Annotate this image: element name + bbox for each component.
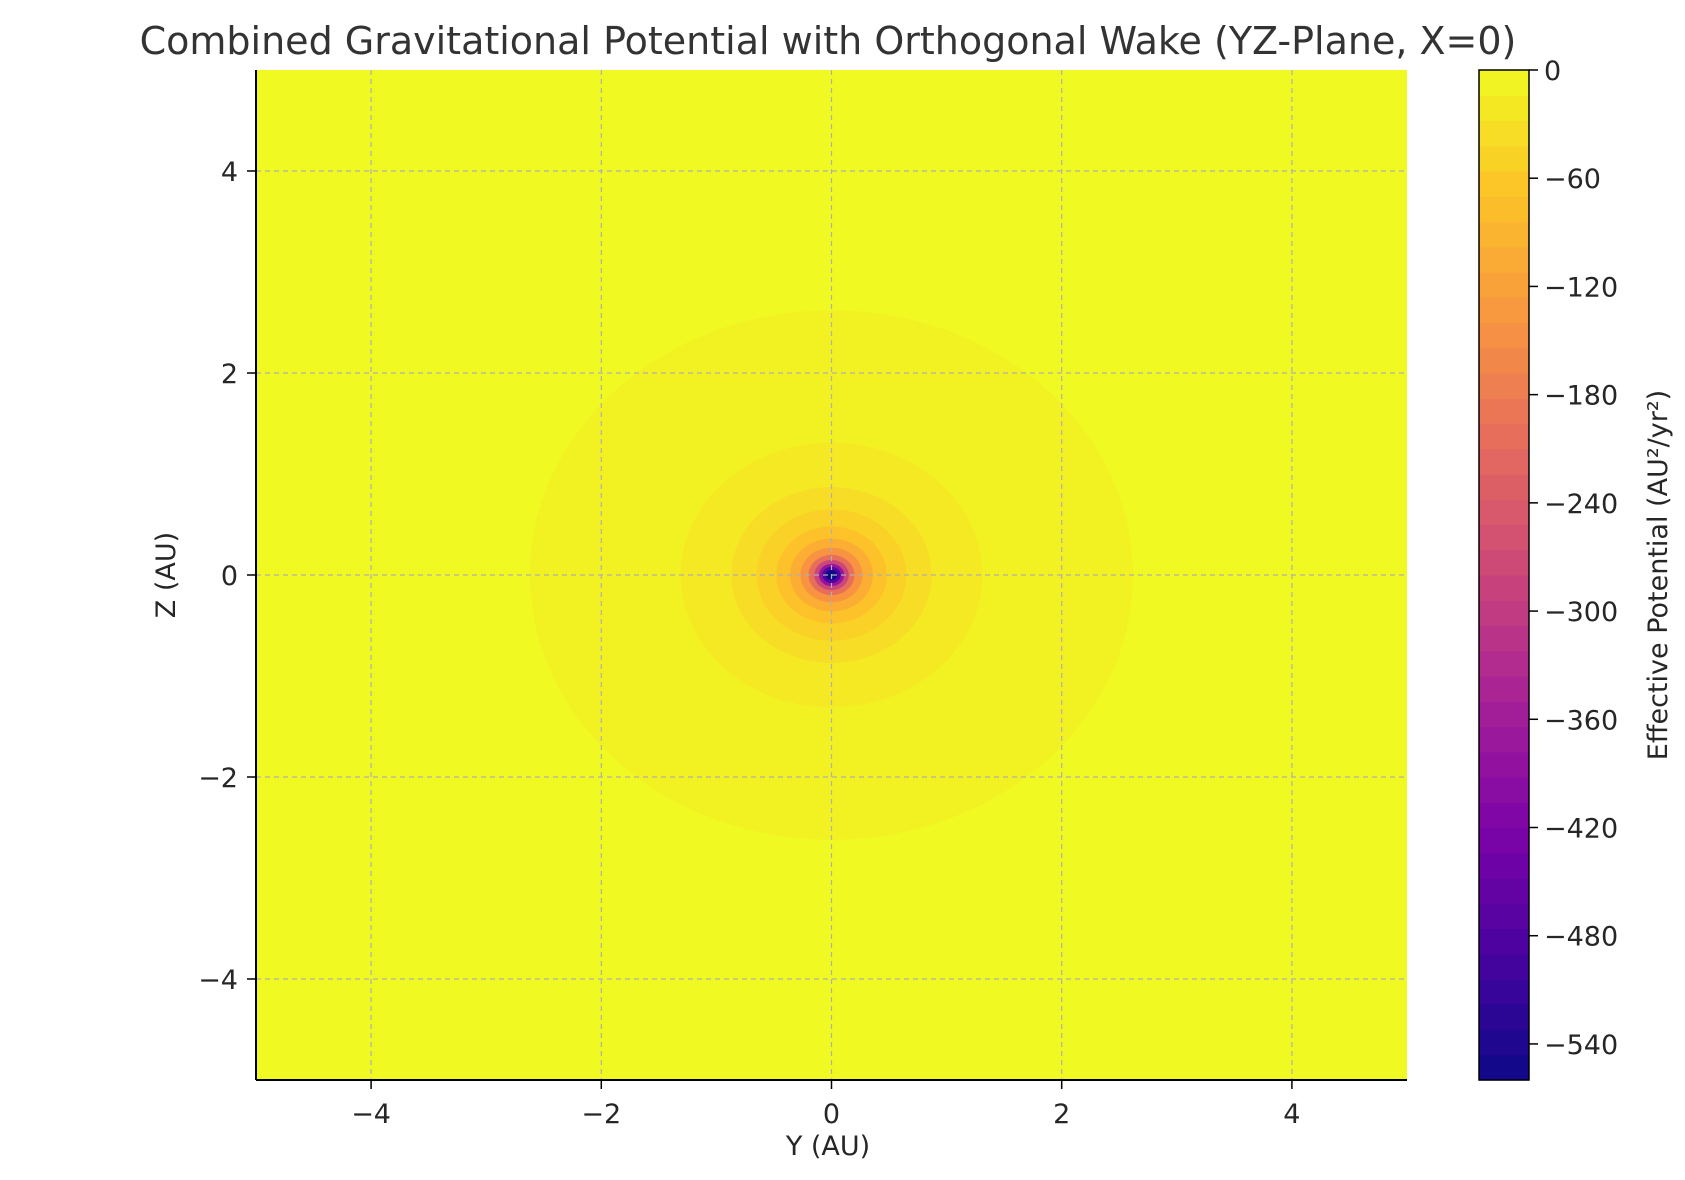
colorbar-band [1479, 650, 1529, 677]
x-tick-label: 4 [1283, 1099, 1300, 1130]
colorbar-band [1479, 474, 1529, 500]
colorbar-band [1479, 953, 1529, 980]
colorbar-band [1479, 1054, 1529, 1081]
colorbar-band [1479, 120, 1529, 147]
colorbar-band [1479, 878, 1529, 904]
y-axis-label: Z (AU) [151, 532, 182, 618]
y-tick-label: −4 [198, 965, 238, 996]
colorbar-band [1479, 928, 1529, 955]
colorbar-band [1479, 196, 1529, 223]
colorbar-band [1479, 575, 1529, 601]
y-tick-label: −2 [198, 763, 238, 794]
colorbar-band [1479, 171, 1529, 197]
colorbar-band [1479, 676, 1529, 702]
colorbar-band [1479, 448, 1529, 475]
colorbar-tick-label: −120 [1544, 272, 1618, 303]
colorbar-band [1479, 398, 1529, 425]
colorbar-band [1479, 499, 1529, 526]
colorbar-band [1479, 373, 1529, 399]
colorbar-band [1479, 625, 1529, 652]
colorbar-frame [1478, 69, 1530, 1081]
colorbar-band [1479, 903, 1529, 930]
colorbar-tick-label: −180 [1544, 381, 1618, 412]
colorbar-band [1479, 979, 1529, 1005]
colorbar-band [1479, 347, 1529, 374]
colorbar-band [1479, 221, 1529, 248]
x-axis-label: Y (AU) [785, 1131, 870, 1162]
colorbar-tick-label: 0 [1544, 56, 1561, 87]
colorbar-band [1479, 777, 1529, 803]
x-tick-label: 0 [823, 1099, 840, 1130]
colorbar-band [1479, 549, 1529, 576]
x-tick-label: −4 [351, 1099, 391, 1130]
colorbar-band [1479, 95, 1529, 122]
x-tick-label: −2 [581, 1099, 621, 1130]
y-tick-label: 0 [221, 561, 238, 592]
colorbar-band [1479, 1029, 1529, 1056]
colorbar-band [1479, 726, 1529, 753]
colorbar-band [1479, 600, 1529, 627]
colorbar-band [1479, 852, 1529, 879]
colorbar-band [1479, 297, 1529, 324]
colorbar-tick-label: −480 [1544, 922, 1618, 953]
colorbar-tick-label: −360 [1544, 705, 1618, 736]
colorbar-band [1479, 145, 1529, 172]
plot-area: −4 −2 0 2 4 −4 −2 0 2 4 [198, 70, 1407, 1130]
colorbar-band [1479, 322, 1529, 349]
colorbar-band [1479, 1004, 1529, 1031]
colorbar-band [1479, 423, 1529, 450]
y-tick-label: 2 [221, 359, 238, 390]
colorbar-band [1479, 827, 1529, 854]
colorbar-band [1479, 802, 1529, 829]
colorbar-tick-label: −540 [1544, 1030, 1618, 1061]
colorbar: 0 −60 −120 −180 −240 −300 −360 −420 −480 −540 [1478, 56, 1618, 1081]
colorbar-tick-label: −300 [1544, 597, 1618, 628]
chart-title: Combined Gravitational Potential with Or… [140, 19, 1517, 63]
colorbar-band [1479, 70, 1529, 96]
x-tick-label: 2 [1053, 1099, 1070, 1130]
y-tick-label: 4 [221, 157, 238, 188]
colorbar-band [1479, 246, 1529, 273]
colorbar-band [1479, 272, 1529, 298]
colorbar-band [1479, 524, 1529, 551]
colorbar-band [1479, 701, 1529, 728]
colorbar-band [1479, 751, 1529, 778]
colorbar-tick-label: −60 [1544, 164, 1601, 195]
colorbar-tick-label: −240 [1544, 489, 1618, 520]
colorbar-tick-label: −420 [1544, 814, 1618, 845]
colorbar-label: Effective Potential (AU²/yr²) [1643, 390, 1674, 760]
